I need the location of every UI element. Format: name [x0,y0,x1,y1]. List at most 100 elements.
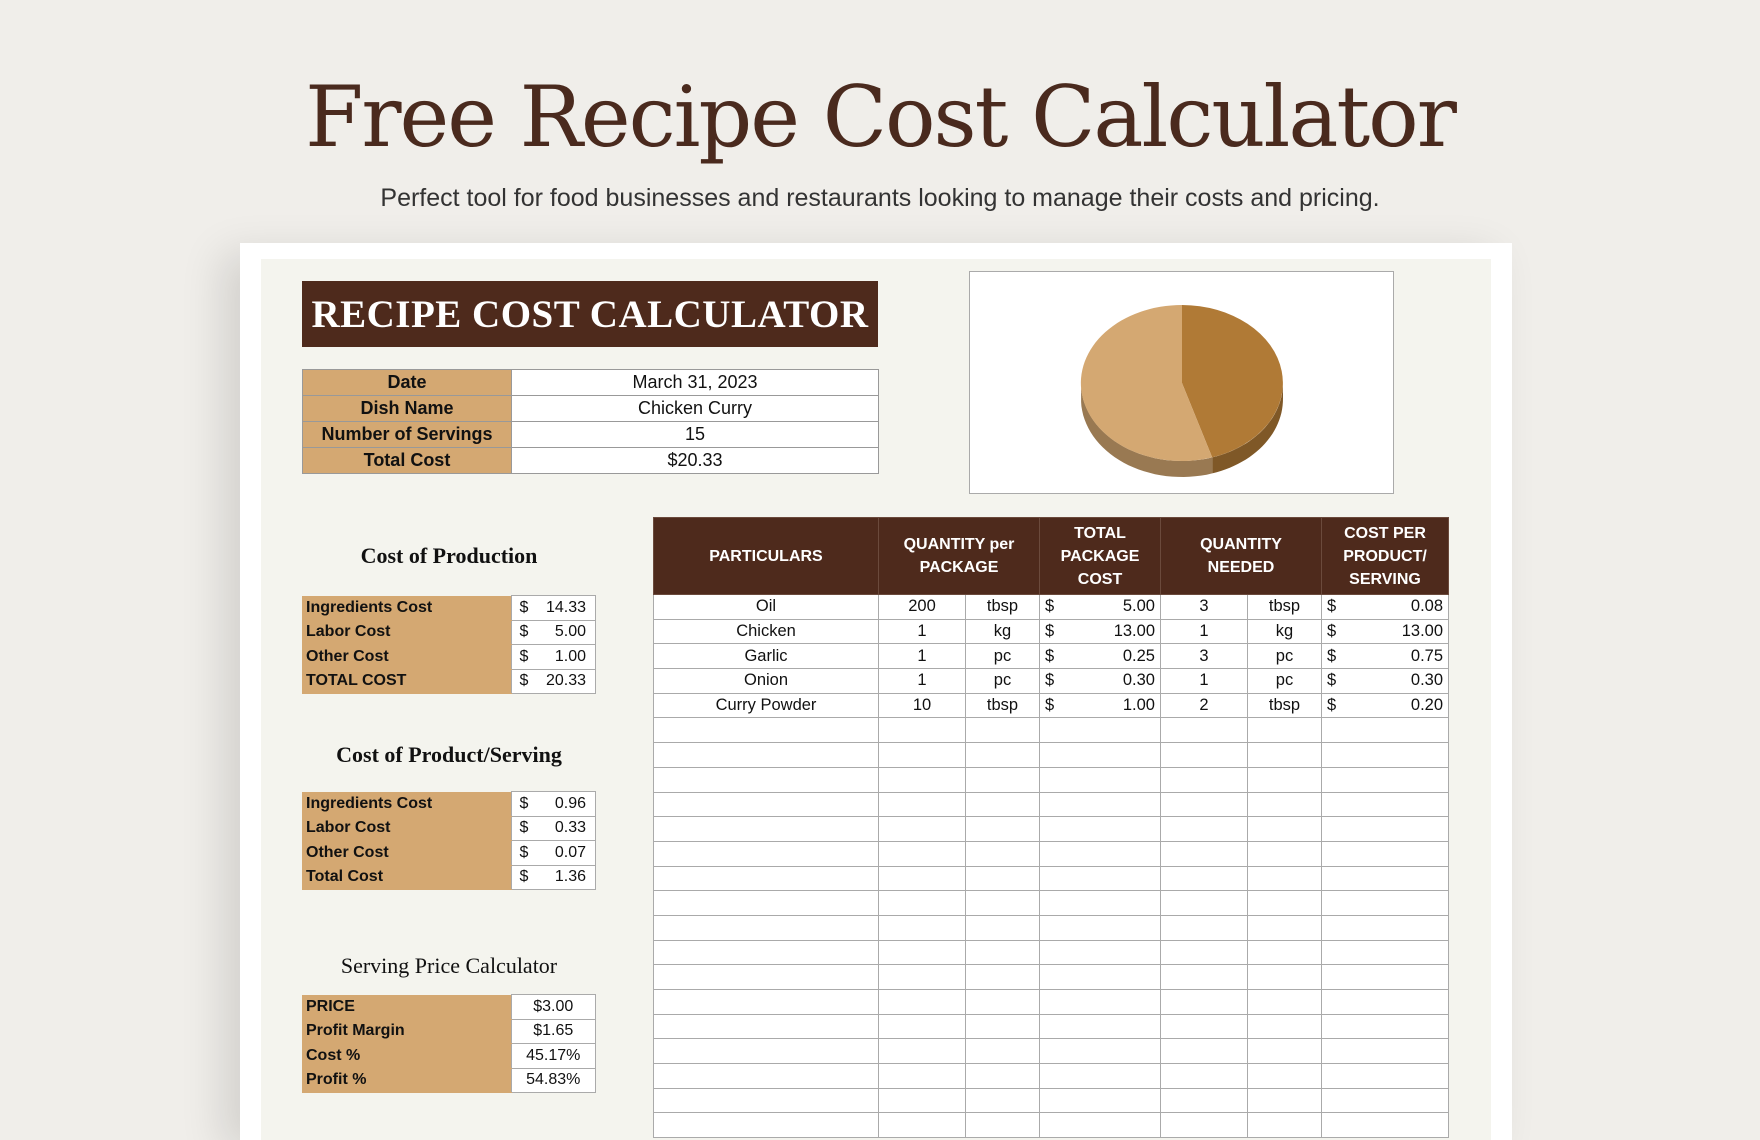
package-unit-cell[interactable] [965,717,1040,744]
needed-unit-cell[interactable]: kg [1246,618,1323,645]
package-cost-cell[interactable]: $0.30 [1039,668,1161,694]
total-cost-cell[interactable]: $20.33 [511,447,879,474]
package-unit-cell[interactable] [965,989,1040,1015]
particulars-cell[interactable] [653,914,879,941]
particulars-cell[interactable] [653,1013,879,1040]
needed-unit-cell[interactable] [1246,1087,1323,1114]
package-qty-cell[interactable] [878,939,966,966]
particulars-cell[interactable] [653,1063,879,1089]
package-unit-cell[interactable] [965,890,1040,916]
package-cost-cell[interactable] [1039,840,1161,867]
needed-unit-cell[interactable]: tbsp [1246,692,1323,719]
package-cost-cell[interactable] [1039,1013,1161,1040]
needed-qty-cell[interactable] [1160,791,1248,818]
package-cost-cell[interactable]: $5.00 [1039,594,1161,620]
package-unit-cell[interactable] [965,816,1040,842]
needed-qty-cell[interactable] [1160,865,1248,892]
needed-unit-cell[interactable] [1246,766,1323,793]
needed-unit-cell[interactable] [1246,939,1323,966]
package-unit-cell[interactable]: tbsp [965,594,1040,620]
serving-cost-cell[interactable] [1321,1087,1450,1114]
cost-value-cell[interactable]: $5.00 [510,619,596,645]
cost-value-cell[interactable]: $0.07 [510,840,596,866]
needed-qty-cell[interactable] [1160,914,1248,941]
package-unit-cell[interactable]: kg [965,618,1040,645]
package-cost-cell[interactable] [1039,1063,1161,1089]
package-qty-cell[interactable]: 10 [878,692,966,719]
package-qty-cell[interactable] [878,816,966,842]
dish-name-cell[interactable]: Chicken Curry [511,395,879,422]
needed-qty-cell[interactable] [1160,766,1248,793]
particulars-cell[interactable]: Oil [653,594,879,620]
needed-qty-cell[interactable] [1160,840,1248,867]
needed-unit-cell[interactable] [1246,914,1323,941]
needed-unit-cell[interactable]: pc [1246,643,1323,670]
package-unit-cell[interactable] [965,1087,1040,1114]
particulars-cell[interactable]: Onion [653,668,879,694]
package-qty-cell[interactable] [878,791,966,818]
particulars-cell[interactable] [653,1112,879,1139]
particulars-cell[interactable] [653,865,879,892]
needed-unit-cell[interactable]: tbsp [1246,594,1323,620]
package-cost-cell[interactable] [1039,865,1161,892]
package-qty-cell[interactable] [878,1038,966,1065]
particulars-cell[interactable]: Garlic [653,643,879,670]
particulars-cell[interactable] [653,742,879,768]
needed-unit-cell[interactable] [1246,717,1323,744]
package-qty-cell[interactable] [878,964,966,990]
needed-unit-cell[interactable]: pc [1246,668,1323,694]
package-unit-cell[interactable]: pc [965,643,1040,670]
serving-cost-cell[interactable] [1321,717,1450,744]
package-unit-cell[interactable] [965,865,1040,892]
package-cost-cell[interactable] [1039,791,1161,818]
pricing-value-cell[interactable]: $3.00 [510,994,596,1020]
cost-value-cell[interactable]: $14.33 [510,595,596,621]
pricing-value-cell[interactable]: 54.83% [510,1067,596,1093]
needed-qty-cell[interactable] [1160,964,1248,990]
package-cost-cell[interactable] [1039,1087,1161,1114]
needed-qty-cell[interactable] [1160,1013,1248,1040]
needed-qty-cell[interactable] [1160,939,1248,966]
package-qty-cell[interactable] [878,766,966,793]
serving-cost-cell[interactable] [1321,791,1450,818]
needed-qty-cell[interactable] [1160,1063,1248,1089]
needed-unit-cell[interactable] [1246,742,1323,768]
needed-unit-cell[interactable] [1246,1112,1323,1139]
pricing-value-cell[interactable]: $1.65 [510,1018,596,1044]
particulars-cell[interactable] [653,890,879,916]
package-unit-cell[interactable] [965,766,1040,793]
particulars-cell[interactable] [653,1038,879,1065]
serving-cost-cell[interactable] [1321,1112,1450,1139]
package-qty-cell[interactable]: 1 [878,668,966,694]
needed-qty-cell[interactable] [1160,1087,1248,1114]
serving-cost-cell[interactable]: $0.30 [1321,668,1450,694]
package-qty-cell[interactable] [878,717,966,744]
date-cell[interactable]: March 31, 2023 [511,369,879,396]
package-unit-cell[interactable] [965,1038,1040,1065]
package-unit-cell[interactable]: pc [965,668,1040,694]
package-cost-cell[interactable] [1039,1038,1161,1065]
package-qty-cell[interactable] [878,914,966,941]
particulars-cell[interactable] [653,989,879,1015]
servings-cell[interactable]: 15 [511,421,879,448]
package-cost-cell[interactable] [1039,964,1161,990]
needed-unit-cell[interactable] [1246,1063,1323,1089]
package-qty-cell[interactable] [878,840,966,867]
needed-qty-cell[interactable] [1160,890,1248,916]
needed-unit-cell[interactable] [1246,791,1323,818]
particulars-cell[interactable]: Chicken [653,618,879,645]
serving-cost-cell[interactable] [1321,840,1450,867]
needed-unit-cell[interactable] [1246,989,1323,1015]
needed-qty-cell[interactable]: 2 [1160,692,1248,719]
serving-cost-cell[interactable] [1321,890,1450,916]
serving-cost-cell[interactable]: $0.08 [1321,594,1450,620]
needed-qty-cell[interactable] [1160,742,1248,768]
package-qty-cell[interactable]: 1 [878,643,966,670]
cost-value-cell[interactable]: $0.33 [510,815,596,841]
package-cost-cell[interactable] [1039,717,1161,744]
particulars-cell[interactable]: Curry Powder [653,692,879,719]
needed-unit-cell[interactable] [1246,1038,1323,1065]
package-qty-cell[interactable]: 200 [878,594,966,620]
needed-qty-cell[interactable] [1160,1112,1248,1139]
needed-unit-cell[interactable] [1246,890,1323,916]
